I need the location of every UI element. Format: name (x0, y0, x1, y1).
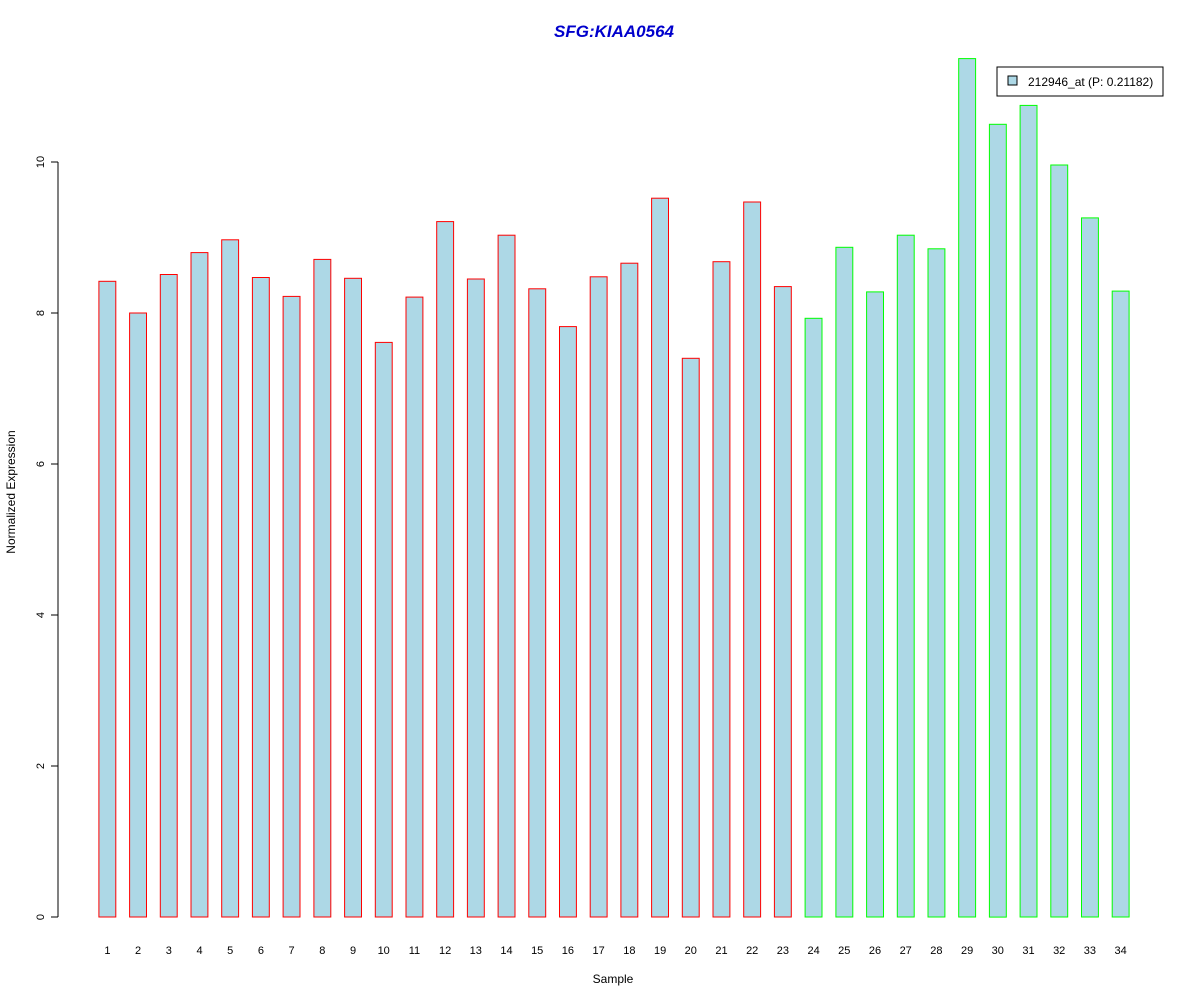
bar (374, 341, 393, 918)
x-tick-label: 24 (807, 945, 819, 957)
x-tick-label: 14 (500, 945, 512, 957)
x-tick-label: 4 (196, 945, 202, 957)
x-axis-label: Sample (593, 972, 634, 986)
x-tick-label: 12 (439, 945, 451, 957)
x-tick-label: 30 (992, 945, 1004, 957)
bar (405, 296, 424, 918)
bars-group (98, 58, 1130, 918)
bar (528, 288, 547, 918)
bar (1019, 104, 1038, 918)
y-tick-label: 4 (35, 612, 47, 618)
x-tick-label: 29 (961, 945, 973, 957)
bar (804, 317, 823, 918)
bar (221, 239, 240, 918)
bar (497, 234, 516, 918)
y-tick-label: 8 (35, 310, 47, 316)
x-tick-label: 17 (592, 945, 604, 957)
legend-color-key (1007, 75, 1018, 86)
x-tick-label: 23 (777, 945, 789, 957)
bar (620, 262, 639, 918)
x-tick-label: 25 (838, 945, 850, 957)
x-tick-label: 20 (685, 945, 697, 957)
bar (190, 252, 209, 918)
y-tick-label: 0 (35, 914, 47, 920)
chart-title: SFG:KIAA0564 (554, 22, 675, 41)
x-tick-label: 28 (930, 945, 942, 957)
x-tick-label: 31 (1022, 945, 1034, 957)
legend-label: 212946_at (P: 0.21182) (1028, 75, 1153, 89)
bar (282, 295, 301, 918)
x-tick-label: 32 (1053, 945, 1065, 957)
x-tick-label: 10 (378, 945, 390, 957)
x-tick-label: 13 (470, 945, 482, 957)
bar (1050, 164, 1069, 918)
y-axis-label: Normalized Expression (4, 430, 18, 553)
y-tick-label: 2 (35, 763, 47, 769)
x-tick-label: 2 (135, 945, 141, 957)
x-tick-label: 27 (900, 945, 912, 957)
x-tick-label: 34 (1114, 945, 1126, 957)
x-tick-labels: 1 2 3 4 5 6 7 8 9 10 11 12 13 14 15 16 17 18 19 20 21 22 23 24 2… (104, 945, 1126, 957)
bar (589, 276, 608, 918)
bar (1111, 290, 1130, 918)
x-tick-label: 11 (409, 945, 420, 957)
x-tick-label: 7 (289, 945, 295, 957)
bar (712, 261, 731, 918)
bar (559, 326, 577, 918)
x-tick-label: 8 (319, 945, 325, 957)
x-tick-label: 6 (258, 945, 264, 957)
bar (436, 221, 455, 918)
x-tick-label: 19 (654, 945, 666, 957)
y-axis: 0 2 4 6 8 10 (35, 156, 59, 920)
x-tick-label: 22 (746, 945, 758, 957)
x-tick-label: 16 (562, 945, 574, 957)
x-tick-label: 1 (104, 945, 110, 957)
x-tick-label: 5 (227, 945, 233, 957)
bar (681, 357, 700, 918)
bar (129, 312, 148, 918)
x-tick-label: 3 (166, 945, 172, 957)
bar (159, 274, 178, 918)
legend-box (996, 66, 1164, 97)
bar (344, 277, 363, 918)
bar (896, 234, 915, 918)
bar (835, 246, 854, 918)
bar (927, 248, 946, 918)
x-tick-label: 9 (350, 945, 356, 957)
bar (313, 258, 332, 918)
legend: 212946_at (P: 0.21182) (996, 66, 1164, 97)
bar (1081, 217, 1099, 918)
bar (988, 123, 1007, 918)
y-tick-label: 10 (35, 156, 47, 168)
y-tick-label: 6 (35, 461, 47, 467)
bar (958, 58, 977, 918)
bar (773, 286, 792, 918)
x-tick-label: 15 (531, 945, 543, 957)
x-tick-label: 18 (623, 945, 635, 957)
x-tick-label: 21 (715, 945, 727, 957)
bar (866, 291, 884, 918)
bar (251, 277, 270, 918)
bar (743, 201, 762, 918)
x-tick-label: 33 (1084, 945, 1096, 957)
bar (466, 278, 485, 918)
x-tick-label: 26 (869, 945, 881, 957)
bar (98, 280, 117, 918)
bar (651, 197, 669, 918)
